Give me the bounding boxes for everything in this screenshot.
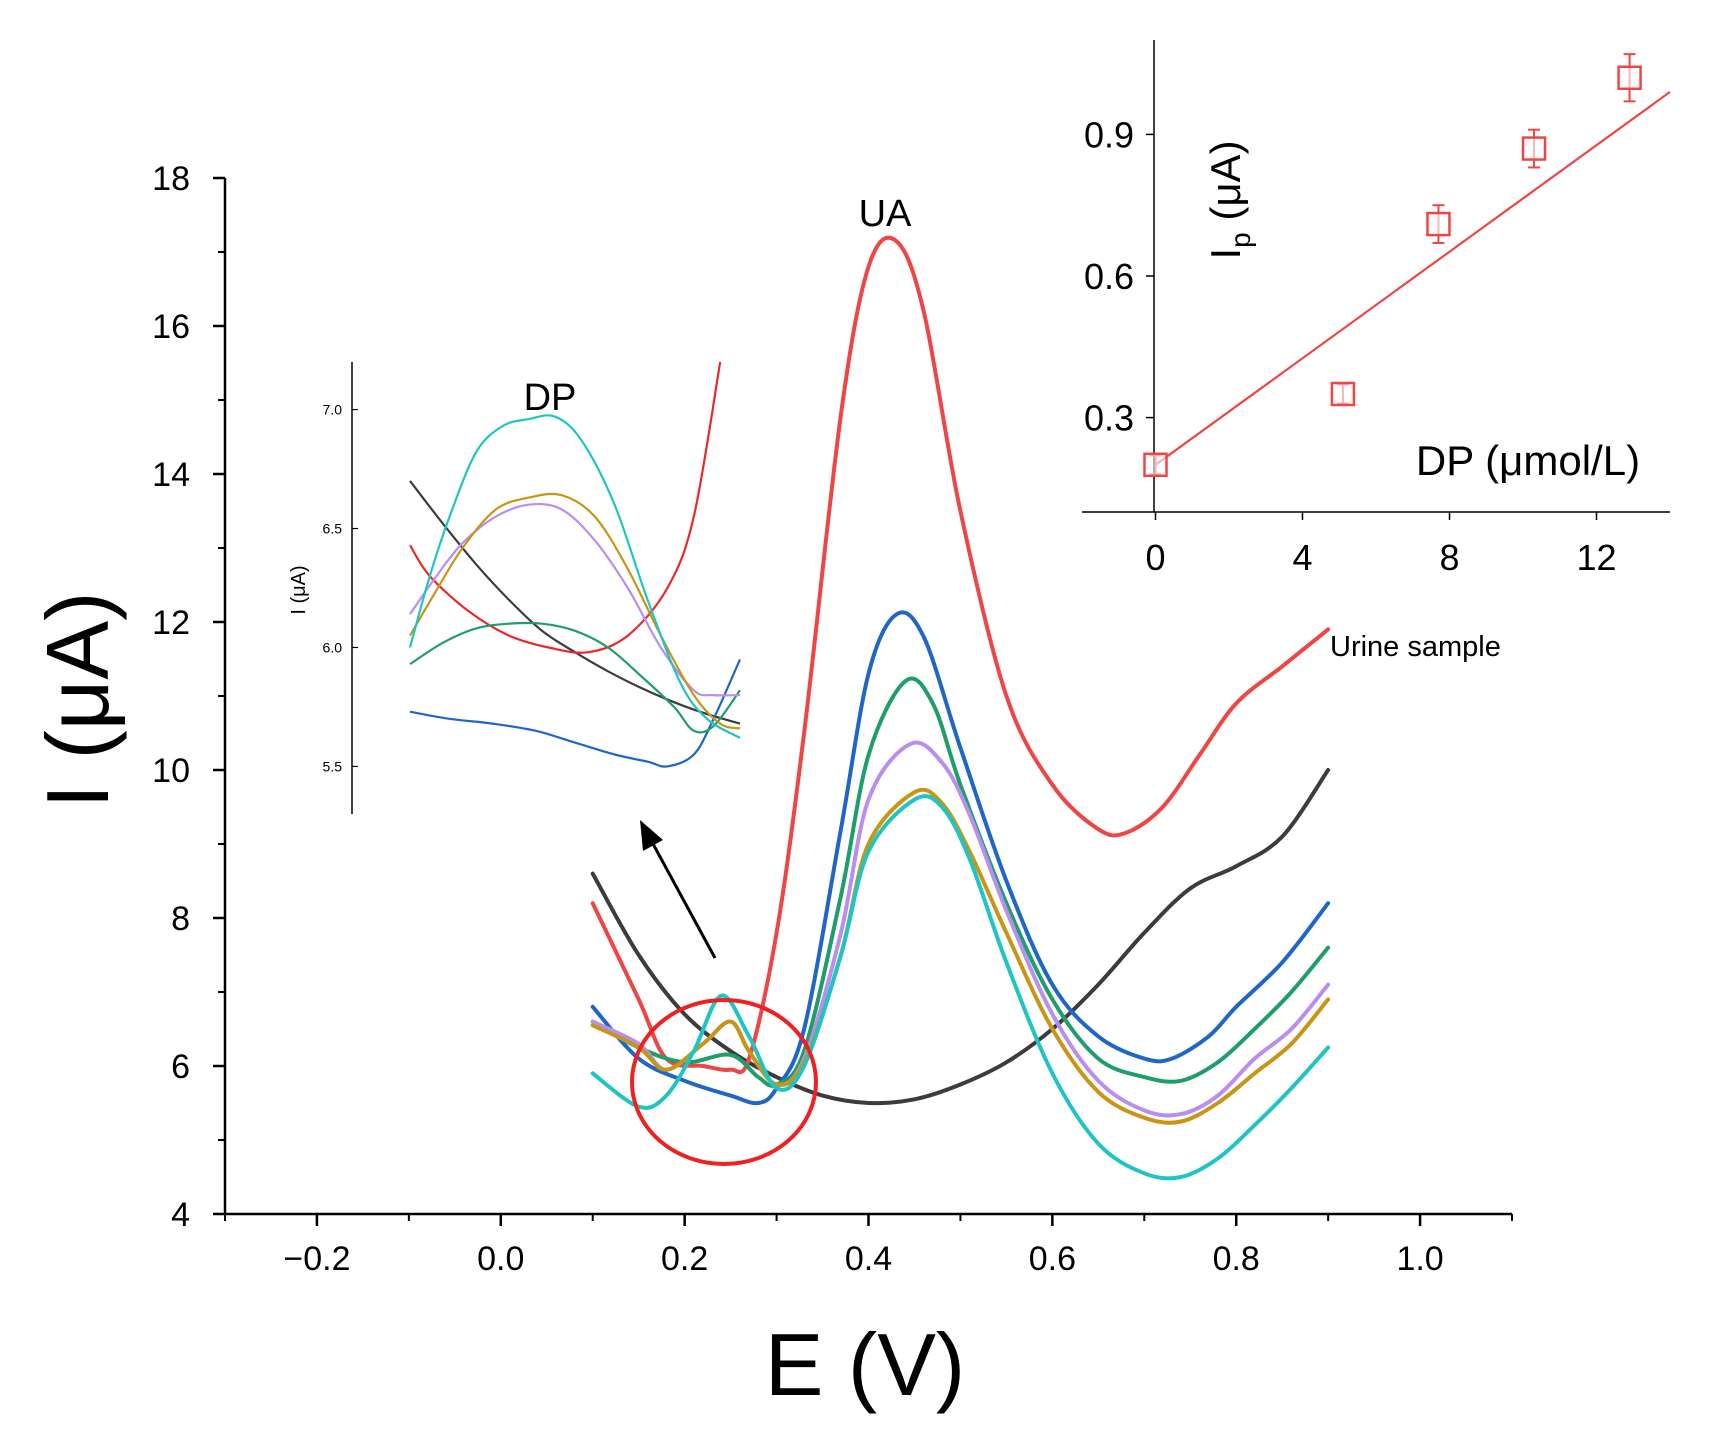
calib-y-tick-label: 0.6	[1084, 256, 1134, 297]
main-series-group	[590, 235, 1331, 1181]
inset-title-dp: DP	[524, 377, 577, 419]
main-x-tick-label: 0.4	[845, 1240, 892, 1278]
calib-y-ticks: 0.3 0.6 0.9	[1084, 114, 1154, 439]
main-series-blue	[590, 610, 1331, 1106]
inset-y-tick-label: 5.5	[323, 758, 343, 774]
main-x-tick-label: 0.2	[661, 1240, 708, 1278]
main-y-tick-label: 6	[171, 1048, 190, 1086]
inset-series-purple	[409, 503, 741, 697]
main-y-tick-label: 10	[152, 752, 190, 790]
calib-x-tick-label: 4	[1292, 537, 1312, 578]
inset-series-green	[409, 621, 741, 734]
urine-sample-label: Urine sample	[1330, 631, 1501, 663]
calib-data-point	[1330, 381, 1356, 407]
inset-y-ticks: 5.5 6.0 6.5 7.0	[323, 402, 358, 774]
main-x-axis-label: E (V)	[765, 1315, 965, 1414]
zoom-arrow-shaft	[650, 841, 717, 959]
ua-peak-label: UA	[859, 193, 912, 235]
calib-fit-line	[1154, 91, 1671, 466]
calib-y-label-main: I	[1202, 248, 1249, 260]
inset-y-tick-label: 7.0	[323, 402, 343, 418]
inset-series-cyan	[408, 414, 741, 739]
zoom-arrow-head	[640, 820, 663, 851]
main-x-tick-label: −0.2	[283, 1240, 350, 1278]
main-series-black	[590, 768, 1331, 1106]
calib-series-group	[1143, 53, 1671, 478]
main-x-tick-label: 0.8	[1213, 1240, 1260, 1278]
main-y-tick-label: 8	[171, 900, 190, 938]
main-x-ticks: −0.2 0.0 0.2 0.4 0.6 0.8 1.0	[224, 1214, 1513, 1278]
calib-data-point	[1143, 452, 1168, 478]
main-x-tick-label: 0.6	[1029, 1240, 1076, 1278]
main-x-tick-label: 1.0	[1396, 1240, 1443, 1278]
calib-x-tick-label: 0	[1145, 537, 1165, 578]
main-y-tick-label: 18	[152, 160, 190, 198]
calib-y-axis-label: Ip (μA)	[1202, 140, 1256, 259]
main-y-tick-label: 12	[152, 604, 190, 642]
main-y-tick-label: 16	[152, 308, 190, 346]
calib-data-point	[1617, 65, 1642, 91]
dp-zoom-inset: 5.5 6.0 6.5 7.0 I (μA) DP	[288, 361, 742, 814]
calib-y-tick-label: 0.3	[1084, 398, 1134, 439]
inset-series-blue	[409, 658, 742, 768]
calib-x-axis-label: DP (μmol/L)	[1416, 437, 1640, 484]
dp-highlight-circle	[630, 998, 818, 1166]
main-series-gold	[590, 787, 1331, 1125]
calib-y-label-sub: p	[1225, 232, 1256, 248]
main-y-axis-label: I (μA)	[28, 592, 127, 809]
inset-series-inset_series	[409, 361, 722, 654]
calib-y-tick-label: 0.9	[1084, 114, 1134, 155]
calib-data-point	[1426, 211, 1451, 237]
inset-y-tick-label: 6.5	[323, 521, 343, 537]
calib-x-ticks: 0 4 8 12	[1145, 512, 1617, 578]
inset-y-tick-label: 6.0	[323, 639, 343, 655]
main-y-ticks: 4 6 8 10 12 14 16 18	[152, 160, 225, 1234]
main-x-tick-label: 0.0	[477, 1240, 524, 1278]
calib-x-tick-label: 8	[1439, 537, 1459, 578]
inset-series-group	[408, 361, 742, 768]
main-series-green	[590, 676, 1331, 1088]
main-series-cyan	[590, 794, 1331, 1181]
inset-y-axis-label: I (μA)	[288, 565, 310, 614]
main-axes: −0.2 0.0 0.2 0.4 0.6 0.8 1.0 4 6 8 10 12 14 16 18 E (…	[28, 160, 1513, 1414]
inset-series-gold	[409, 492, 741, 730]
calibration-inset: 0 4 8 12 0.3 0.6 0.9 DP (μmol/L) Ip (μA)	[1082, 40, 1671, 578]
main-y-tick-label: 4	[171, 1196, 190, 1234]
calib-y-label-unit: (μA)	[1202, 140, 1249, 232]
calib-data-point	[1521, 136, 1547, 161]
main-series-red	[590, 235, 1331, 1075]
calib-x-tick-label: 12	[1576, 537, 1616, 578]
main-y-tick-label: 14	[152, 456, 190, 494]
